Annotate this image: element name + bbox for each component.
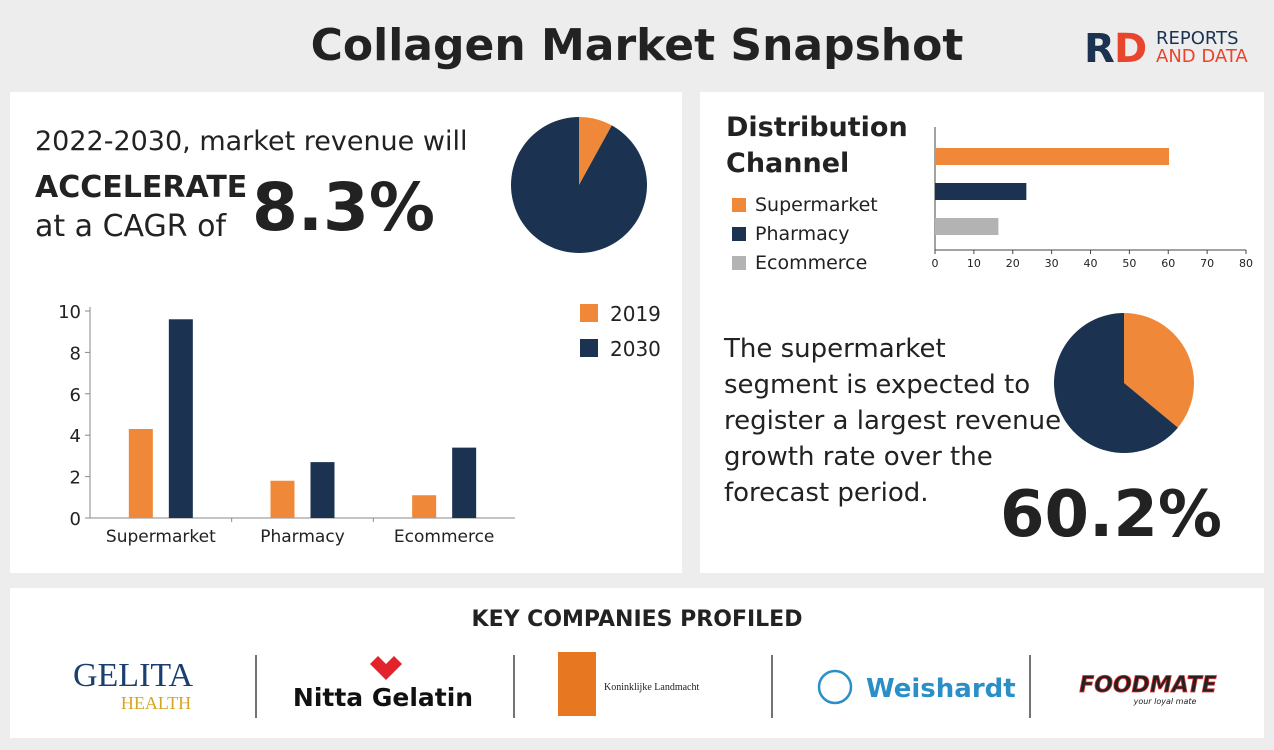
logo-text: AND DATA xyxy=(1156,46,1248,67)
y-tick-label: 10 xyxy=(58,302,81,323)
x-tick-label: 80 xyxy=(1239,257,1253,270)
chart-title: Channel xyxy=(726,148,849,179)
x-tick-label: 40 xyxy=(1084,257,1098,270)
company-logo: Koninklijke Landmacht xyxy=(604,682,699,693)
y-tick-label: 6 xyxy=(70,385,81,406)
legend-swatch xyxy=(732,227,746,241)
bar xyxy=(935,148,1170,165)
bar xyxy=(168,319,193,518)
x-tick-label: 20 xyxy=(1006,257,1020,270)
separators xyxy=(255,655,1031,718)
companies-heading: KEY COMPANIES PROFILED xyxy=(472,607,803,632)
bar xyxy=(412,495,437,518)
segment-text: register a largest revenue xyxy=(724,406,1061,436)
segment-value: 60.2% xyxy=(1000,478,1222,552)
x-tick-label: Pharmacy xyxy=(260,527,345,547)
landmacht-icon xyxy=(558,652,596,716)
x-tick-label: 70 xyxy=(1200,257,1214,270)
x-tick-label: 50 xyxy=(1122,257,1136,270)
company-logo: Weishardt xyxy=(866,674,1016,704)
segment-text: segment is expected to xyxy=(724,370,1030,400)
bar xyxy=(935,218,999,235)
x-tick-label: Supermarket xyxy=(106,527,216,547)
segment-text: growth rate over the xyxy=(724,442,993,472)
legend-swatch xyxy=(580,304,598,322)
cagr-value: 8.3% xyxy=(252,169,435,246)
logo-text: REPORTS xyxy=(1156,28,1239,49)
segment-text: The supermarket xyxy=(723,334,946,364)
legend-label: Pharmacy xyxy=(755,223,849,245)
y-tick-label: 0 xyxy=(70,509,81,530)
weishardt-icon xyxy=(817,669,853,705)
logo-letter: D xyxy=(1114,26,1147,72)
bar xyxy=(270,480,295,518)
cagr-text: at a CAGR of xyxy=(35,209,228,244)
legend-swatch xyxy=(580,339,598,357)
pie-slice xyxy=(511,117,648,253)
bar xyxy=(128,428,153,518)
company-logo: FOODMATE xyxy=(1079,673,1217,698)
bar xyxy=(935,183,1027,200)
y-tick-label: 2 xyxy=(70,468,81,489)
nitta-icon xyxy=(370,656,402,680)
bar xyxy=(452,447,477,518)
segment-text: forecast period. xyxy=(724,478,929,508)
x-tick-label: 10 xyxy=(967,257,981,270)
x-tick-label: 30 xyxy=(1045,257,1059,270)
y-tick-label: 4 xyxy=(70,426,81,447)
legend-label: Supermarket xyxy=(755,194,878,216)
pie-slice xyxy=(1054,313,1178,453)
cagr-text: 2022-2030, market revenue will xyxy=(35,126,467,157)
pie-slice xyxy=(579,117,612,185)
chart-title: Distribution xyxy=(726,112,908,143)
legend-label: 2030 xyxy=(610,337,661,361)
x-tick-label: 0 xyxy=(932,257,939,270)
y-tick-label: 8 xyxy=(70,343,81,364)
legend-swatch xyxy=(732,256,746,270)
legend-label: Ecommerce xyxy=(755,252,867,274)
company-logo: HEALTH xyxy=(121,693,191,713)
pie-slice xyxy=(1124,313,1194,428)
company-logo: your loyal mate xyxy=(1133,697,1197,706)
x-tick-label: Ecommerce xyxy=(394,527,495,547)
company-logo: Nitta Gelatin xyxy=(293,683,473,712)
x-tick-label: 60 xyxy=(1161,257,1175,270)
legend-label: 2019 xyxy=(610,302,661,326)
title: Collagen Market Snapshot xyxy=(311,20,964,71)
legend-swatch xyxy=(732,198,746,212)
company-logo: GELITA xyxy=(73,657,193,694)
cagr-text: ACCELERATE xyxy=(35,170,247,205)
bottom-panel xyxy=(10,588,1264,738)
logo-letter: R xyxy=(1084,26,1115,72)
bar xyxy=(310,462,335,518)
